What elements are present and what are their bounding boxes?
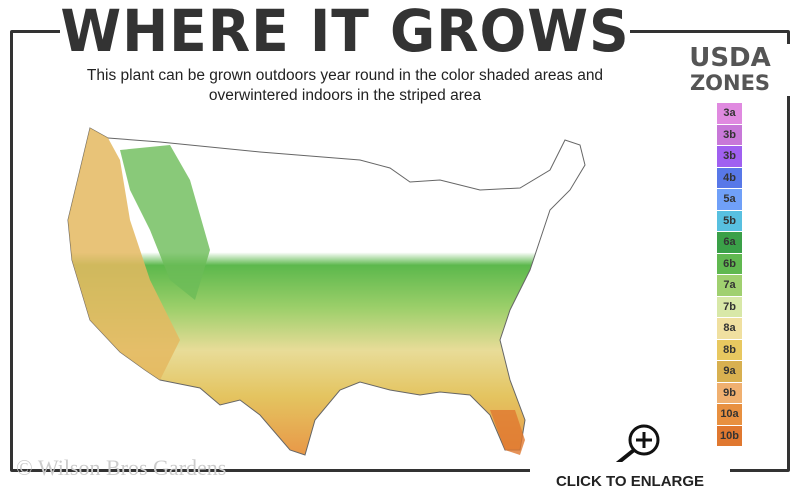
mountain-zones xyxy=(120,145,210,300)
magnifier-plus-icon[interactable] xyxy=(608,422,664,466)
zone-swatch-4b: 4b xyxy=(717,167,742,188)
zone-swatch-7a: 7a xyxy=(717,275,742,296)
zone-swatch-6b: 6b xyxy=(717,253,742,274)
zone-swatch-3b: 3b xyxy=(717,124,742,145)
zone-swatch-6a: 6a xyxy=(717,232,742,253)
zone-swatch-9a: 9a xyxy=(717,361,742,382)
page-title: WHERE IT GROWS xyxy=(60,0,630,65)
legend-title: USDA ZONES xyxy=(664,44,796,96)
west-coast-zones xyxy=(68,128,180,380)
zone-swatch-3b: 3b xyxy=(717,146,742,167)
zone-swatch-5b: 5b xyxy=(717,210,742,231)
zone-swatch-3a: 3a xyxy=(717,103,742,124)
click-to-enlarge-button[interactable]: CLICK TO ENLARGE xyxy=(530,462,730,492)
zone-swatch-5a: 5a xyxy=(717,189,742,210)
zone-swatch-8a: 8a xyxy=(717,318,742,339)
zone-swatch-8b: 8b xyxy=(717,339,742,360)
zone-legend: 3a 3b 3b 4b 5a 5b 6a 6b 7a 7b 8a 8b 9a 9b 10a 10b xyxy=(717,103,742,447)
usda-zone-map[interactable] xyxy=(60,120,600,465)
legend-title-zones: ZONES xyxy=(689,71,771,95)
copyright-watermark: © Wilson Bros Gardens xyxy=(16,455,227,480)
zone-swatch-10a: 10a xyxy=(717,404,742,425)
zone-swatch-10b: 10b xyxy=(717,425,742,446)
subtitle: This plant can be grown outdoors year ro… xyxy=(86,67,604,104)
zone-swatch-7b: 7b xyxy=(717,296,742,317)
legend-title-usda: USDA xyxy=(689,43,771,73)
florida-zone xyxy=(490,410,525,455)
zone-swatch-9b: 9b xyxy=(717,382,742,403)
